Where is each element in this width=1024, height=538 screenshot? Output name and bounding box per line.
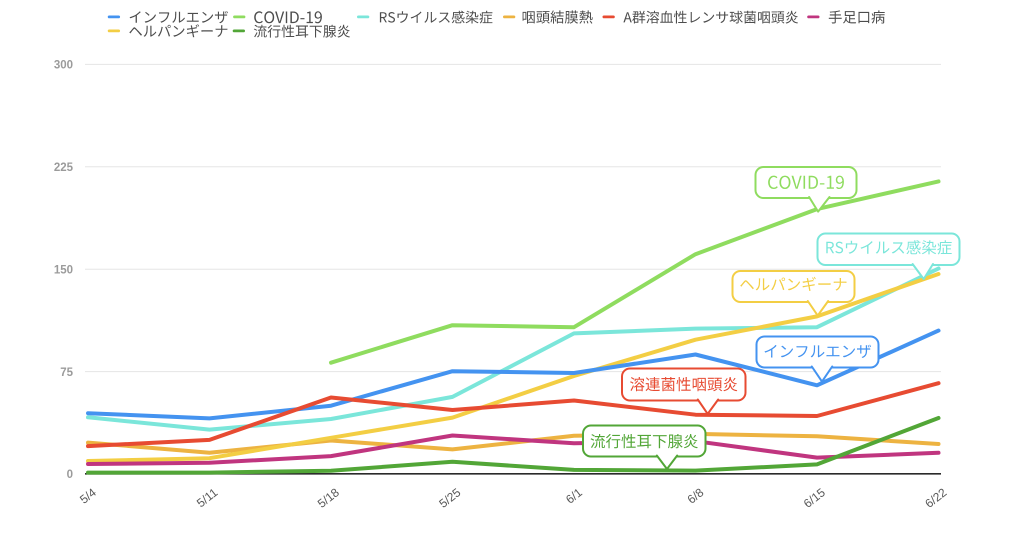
svg-text:75: 75 bbox=[60, 367, 73, 379]
svg-text:150: 150 bbox=[54, 264, 73, 276]
svg-text:300: 300 bbox=[54, 60, 73, 72]
svg-text:0: 0 bbox=[67, 469, 73, 481]
svg-text:225: 225 bbox=[54, 162, 74, 174]
